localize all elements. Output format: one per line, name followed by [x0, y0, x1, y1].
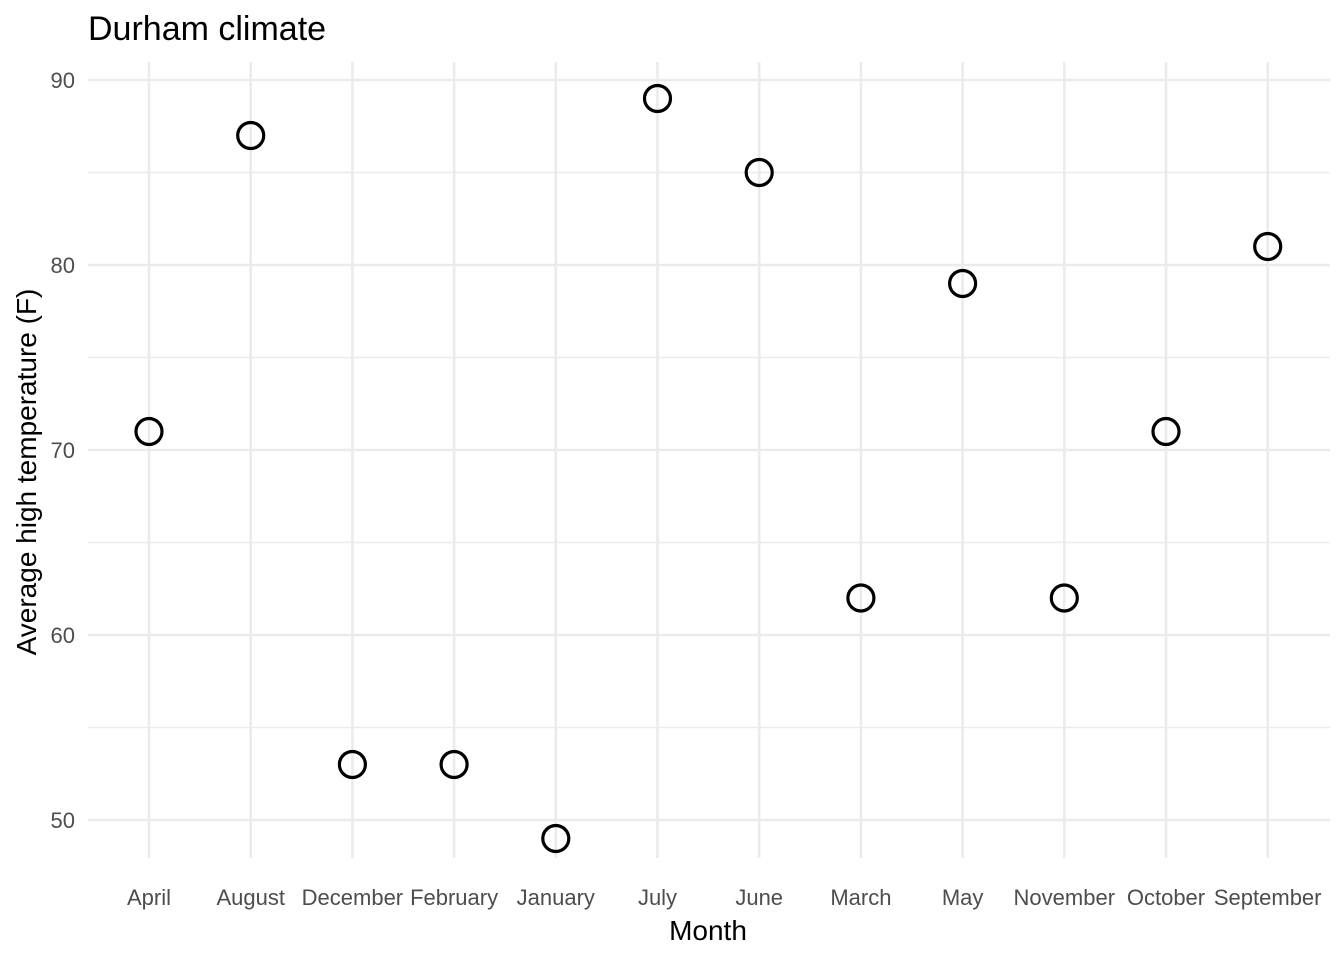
x-tick-label: February [410, 885, 498, 910]
x-tick-label: August [216, 885, 285, 910]
data-point [541, 823, 571, 854]
x-tick-label: September [1214, 885, 1322, 910]
y-tick-label: 70 [51, 438, 75, 463]
data-point [236, 120, 266, 151]
x-tick-label: July [638, 885, 677, 910]
data-point [1151, 416, 1181, 447]
data-point [846, 583, 876, 613]
y-axis-title: Average high temperature (F) [11, 289, 42, 656]
y-tick-label: 90 [51, 68, 75, 93]
x-axis-title: Month [669, 915, 747, 946]
x-tick-label: May [942, 885, 984, 910]
x-tick-label: November [1014, 885, 1115, 910]
x-axis-tick-labels: April August December February January July Ju… [127, 885, 1322, 910]
data-point [744, 157, 774, 188]
x-tick-label: March [830, 885, 891, 910]
x-tick-label: October [1127, 885, 1205, 910]
data-point [1253, 231, 1283, 262]
data-point [439, 749, 469, 780]
data-points [134, 83, 1283, 854]
x-tick-label: April [127, 885, 171, 910]
y-tick-label: 50 [51, 808, 75, 833]
data-point [1049, 583, 1079, 613]
data-point [134, 416, 164, 447]
y-tick-label: 60 [51, 623, 75, 648]
data-point [642, 83, 673, 114]
gridlines [88, 62, 1330, 858]
x-tick-label: January [517, 885, 595, 910]
data-point [947, 268, 978, 299]
x-tick-label: June [735, 885, 783, 910]
y-axis-tick-labels: 50 60 70 80 90 [51, 68, 75, 833]
chart-title: Durham climate [88, 10, 326, 48]
y-tick-label: 80 [51, 253, 75, 278]
x-tick-label: December [302, 885, 403, 910]
data-point [337, 749, 367, 780]
